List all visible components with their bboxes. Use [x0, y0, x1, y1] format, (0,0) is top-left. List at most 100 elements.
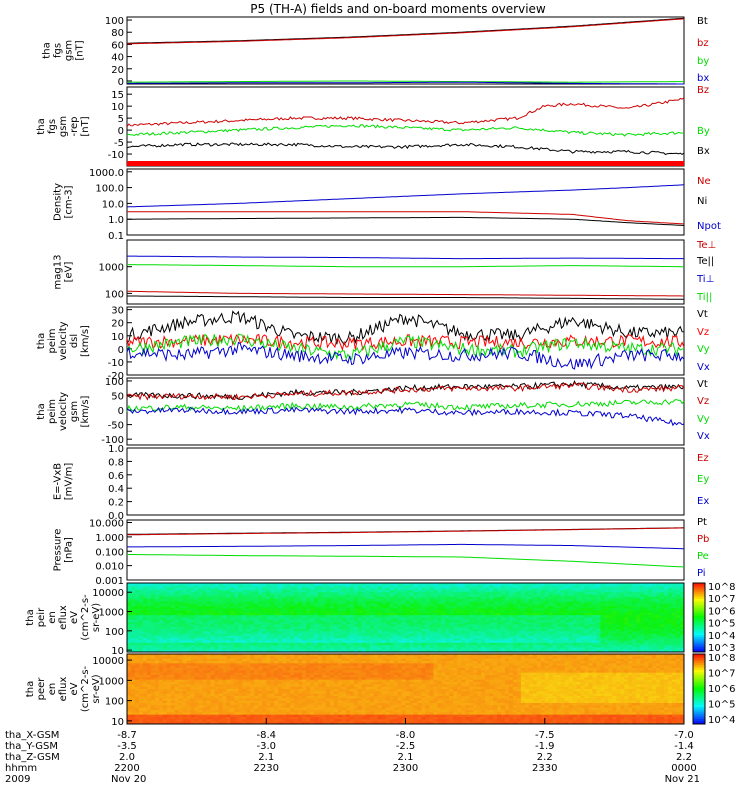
- heatmap-cell: [282, 624, 287, 628]
- heatmap-cell: [274, 585, 279, 589]
- heatmap-cell: [524, 601, 530, 605]
- heatmap-cell: [134, 619, 140, 623]
- heatmap-cell: [596, 640, 601, 644]
- heatmap-cell: [381, 622, 387, 625]
- heatmap-cell: [457, 619, 462, 623]
- heatmap-cell: [238, 626, 243, 630]
- heatmap-cell: [166, 594, 172, 598]
- heatmap-cell: [672, 622, 677, 625]
- heatmap-cell: [437, 633, 442, 637]
- heatmap-cell: [493, 622, 498, 625]
- heatmap-cell: [500, 622, 506, 625]
- heatmap-cell: [504, 612, 510, 616]
- heatmap-cell: [333, 585, 339, 589]
- legend-Pt: Pt: [697, 517, 707, 528]
- heatmap-cell: [218, 654, 223, 657]
- heatmap-cell: [592, 645, 597, 648]
- heatmap-cell: [564, 626, 570, 630]
- heatmap-cell: [512, 661, 518, 664]
- heatmap-cell: [302, 601, 307, 605]
- heatmap-cell: [337, 603, 343, 607]
- heatmap-cell: [592, 596, 597, 600]
- heatmap-cell: [485, 617, 490, 621]
- heatmap-cell: [198, 661, 204, 664]
- heatmap-cell: [306, 647, 311, 651]
- heatmap-cell: [612, 638, 617, 641]
- heatmap-cell: [469, 589, 474, 593]
- heatmap-cell: [676, 656, 681, 660]
- heatmap-cell: [616, 596, 621, 600]
- heatmap-cell: [672, 624, 677, 628]
- heatmap-cell: [604, 587, 609, 591]
- heatmap-cell: [397, 617, 403, 621]
- heatmap-cell: [142, 612, 148, 616]
- heatmap-cell: [497, 658, 502, 662]
- heatmap-cell: [536, 617, 542, 621]
- heatmap-cell: [290, 638, 295, 641]
- heatmap-cell: [345, 638, 351, 641]
- heatmap-cell: [166, 631, 172, 635]
- heatmap-cell: [612, 592, 617, 595]
- heatmap-cell: [493, 617, 498, 621]
- series-line-Bt: [127, 17, 685, 44]
- heatmap-cell: [441, 606, 446, 609]
- heatmap-cell: [246, 635, 251, 639]
- heatmap-cell: [329, 633, 335, 637]
- heatmap-cell: [194, 626, 200, 630]
- heatmap-cell: [329, 606, 335, 609]
- heatmap-cell: [417, 661, 422, 664]
- heatmap-cell: [568, 649, 574, 653]
- heatmap-cell: [632, 587, 637, 591]
- heatmap-cell: [489, 629, 494, 632]
- heatmap-cell: [357, 638, 363, 641]
- heatmap-cell: [190, 596, 196, 600]
- heatmap-cell: [620, 629, 625, 632]
- heatmap-cell: [620, 610, 625, 614]
- heatmap-cell: [449, 635, 454, 639]
- heatmap-cell: [536, 626, 542, 630]
- heatmap-cell: [397, 615, 403, 618]
- heatmap-cell: [246, 594, 251, 598]
- heatmap-cell: [174, 624, 180, 628]
- heatmap-cell: [473, 626, 478, 630]
- heatmap-cell: [544, 645, 550, 648]
- heatmap-cell: [313, 583, 319, 586]
- heatmap-cell: [485, 594, 490, 598]
- heatmap-cell: [508, 599, 514, 602]
- heatmap-cell: [453, 635, 458, 639]
- heatmap-cell: [182, 603, 188, 607]
- heatmap-cell: [365, 629, 371, 632]
- heatmap-cell: [628, 649, 633, 653]
- heatmap-cell: [552, 622, 558, 625]
- heatmap-cell: [556, 647, 562, 651]
- heatmap-cell: [202, 585, 208, 589]
- heatmap-cell: [600, 606, 605, 609]
- heatmap-cell: [540, 649, 546, 653]
- heatmap-cell: [437, 661, 442, 664]
- heatmap-cell: [186, 642, 192, 646]
- heatmap-cell: [150, 629, 156, 632]
- heatmap-cell: [421, 635, 426, 639]
- heatmap-cell: [373, 615, 379, 618]
- heatmap-cell: [250, 612, 255, 616]
- heatmap-cell: [584, 610, 590, 614]
- heatmap-cell: [596, 631, 601, 635]
- heatmap-cell: [345, 624, 351, 628]
- heatmap-cell: [644, 608, 649, 612]
- heatmap-cell: [413, 599, 418, 602]
- heatmap-cell: [433, 617, 438, 621]
- heatmap-cell: [620, 645, 625, 648]
- heatmap-cell: [365, 612, 371, 616]
- heatmap-cell: [178, 615, 184, 618]
- heatmap-cell: [449, 626, 454, 630]
- heatmap-cell: [178, 622, 184, 625]
- heatmap-cell: [588, 640, 593, 644]
- heatmap-cell: [389, 599, 395, 602]
- heatmap-cell: [648, 610, 653, 614]
- heatmap-cell: [481, 629, 486, 632]
- heatmap-cell: [572, 617, 578, 621]
- heatmap-cell: [286, 649, 291, 653]
- heatmap-cell: [664, 624, 669, 628]
- heatmap-cell: [576, 589, 582, 593]
